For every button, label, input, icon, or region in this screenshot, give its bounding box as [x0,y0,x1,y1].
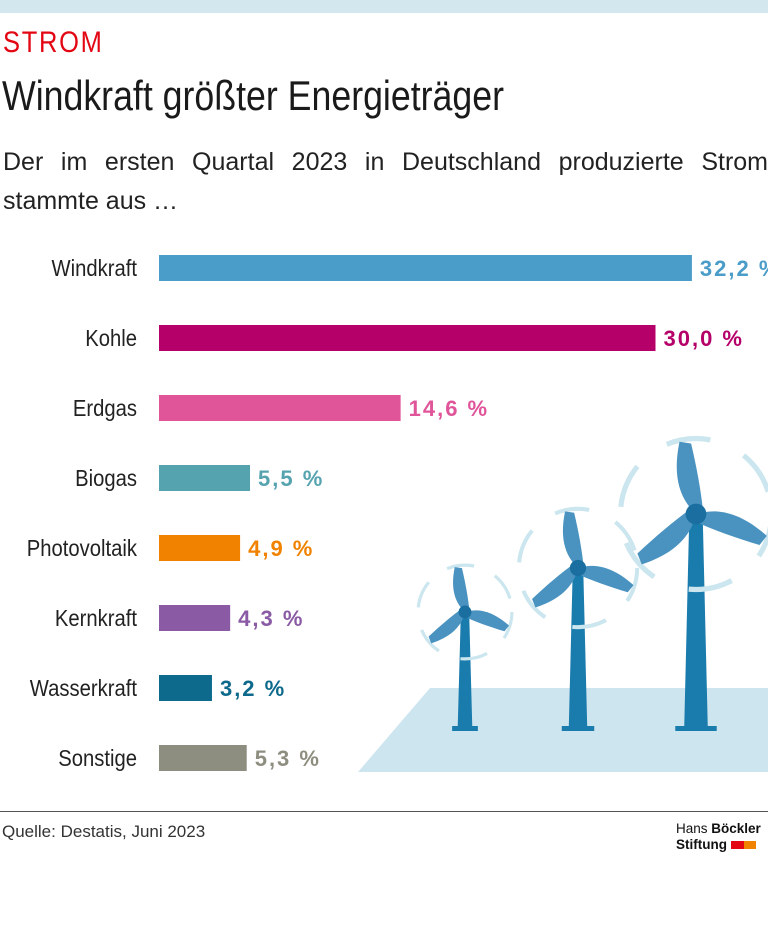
value-label: 5,5 % [258,466,324,491]
bar-chart: Windkraft 32,2 % Kohle 30,0 % Erdgas 14,6 % Bi… [27,255,768,772]
bar [159,605,231,631]
kicker: STROM [3,26,104,59]
category-label: Kernkraft [55,605,137,632]
hans-boeckler-logo: Hans Böckler Stiftung [676,821,761,852]
source-note: Quelle: Destatis, Juni 2023 [2,822,206,841]
bar [159,745,247,771]
chart-subtitle: Der im ersten Quartal 2023 in Deutschlan… [3,148,768,215]
category-label: Windkraft [52,255,137,282]
chart-title: Windkraft größter Energieträger [2,72,504,119]
category-label: Photovoltaik [27,535,137,562]
value-label: 4,3 % [238,606,304,631]
wind-turbines-illustration [358,435,768,772]
divider [0,811,768,812]
bar [159,255,692,281]
bar [159,535,241,561]
value-label: 5,3 % [255,746,321,771]
category-label: Erdgas [73,395,137,422]
category-label: Sonstige [58,745,137,772]
top-bar [0,0,768,13]
value-label: 3,2 % [220,676,286,701]
category-label: Biogas [75,465,137,492]
value-label: 32,2 % [700,256,768,281]
category-label: Kohle [85,325,137,352]
value-label: 14,6 % [409,396,490,421]
value-label: 30,0 % [664,326,745,351]
bar [159,675,212,701]
bar [159,325,656,351]
value-label: 4,9 % [248,536,314,561]
bar [159,395,401,421]
bar [159,465,251,491]
category-label: Wasserkraft [30,675,137,702]
